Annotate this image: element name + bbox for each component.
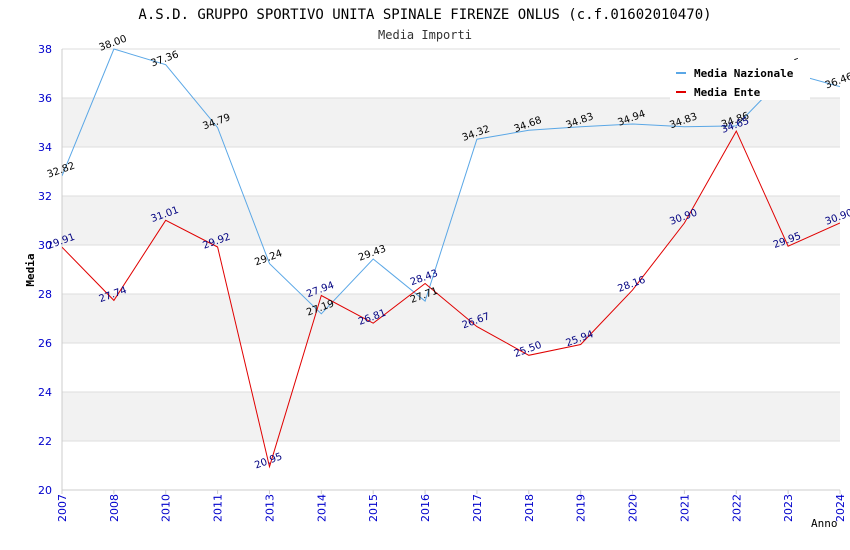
y-tick-label: 24	[38, 386, 52, 399]
y-tick-labels: 20 22 24 26 28 30 32 34 36 38	[38, 43, 52, 497]
x-tick-label: 2021	[678, 494, 691, 522]
grid-band	[62, 392, 840, 441]
legend: Media Nazionale Media Ente	[670, 60, 810, 100]
x-tick-labels: 2007 2008 2010 2011 2013 2014 2015 2016 2017 2018…	[56, 494, 847, 522]
x-tick-label: 2019	[575, 494, 588, 522]
legend-box	[670, 60, 810, 100]
y-tick-label: 20	[38, 484, 52, 497]
grid-band	[62, 245, 840, 294]
x-tick-label: 2008	[108, 494, 121, 522]
chart-subtitle: Media Importi	[378, 28, 472, 42]
grid-band	[62, 98, 840, 147]
x-tick-label: 2007	[56, 494, 69, 522]
y-tick-label: 30	[38, 239, 52, 252]
y-tick-label: 34	[38, 141, 52, 154]
grid-band	[62, 147, 840, 196]
grid-band	[62, 441, 840, 490]
legend-label: Media Nazionale	[694, 67, 794, 80]
y-axis-label: Media	[24, 253, 37, 286]
x-tick-label: 2017	[471, 494, 484, 522]
x-tick-label: 2010	[160, 494, 173, 522]
x-axis-label: Anno	[811, 517, 838, 530]
legend-label: Media Ente	[694, 86, 761, 99]
y-tick-label: 38	[38, 43, 52, 56]
x-tick-label: 2011	[212, 494, 225, 522]
series-line-media-ente	[62, 129, 840, 469]
grid-band	[62, 294, 840, 343]
chart-title: A.S.D. GRUPPO SPORTIVO UNITA SPINALE FIR…	[138, 7, 711, 23]
x-tick-label: 2014	[315, 494, 328, 522]
x-tick-label: 2016	[419, 494, 432, 522]
y-tick-label: 36	[38, 92, 52, 105]
x-tick-label: 2013	[263, 494, 276, 522]
y-tick-label: 22	[38, 435, 52, 448]
axes	[61, 49, 841, 494]
series-lines	[62, 48, 840, 469]
x-tick-label: 2020	[627, 494, 640, 522]
x-tick-label: 2022	[730, 494, 743, 522]
series-line-media-nazionale	[62, 48, 840, 315]
y-tick-label: 28	[38, 288, 52, 301]
x-tick-label: 2024	[834, 494, 847, 522]
y-tick-label: 26	[38, 337, 52, 350]
x-tick-label: 2018	[523, 494, 536, 522]
grid-bands	[62, 49, 840, 490]
x-tick-label: 2023	[782, 494, 795, 522]
grid-band	[62, 343, 840, 392]
y-tick-label: 32	[38, 190, 52, 203]
x-tick-label: 2015	[367, 494, 380, 522]
